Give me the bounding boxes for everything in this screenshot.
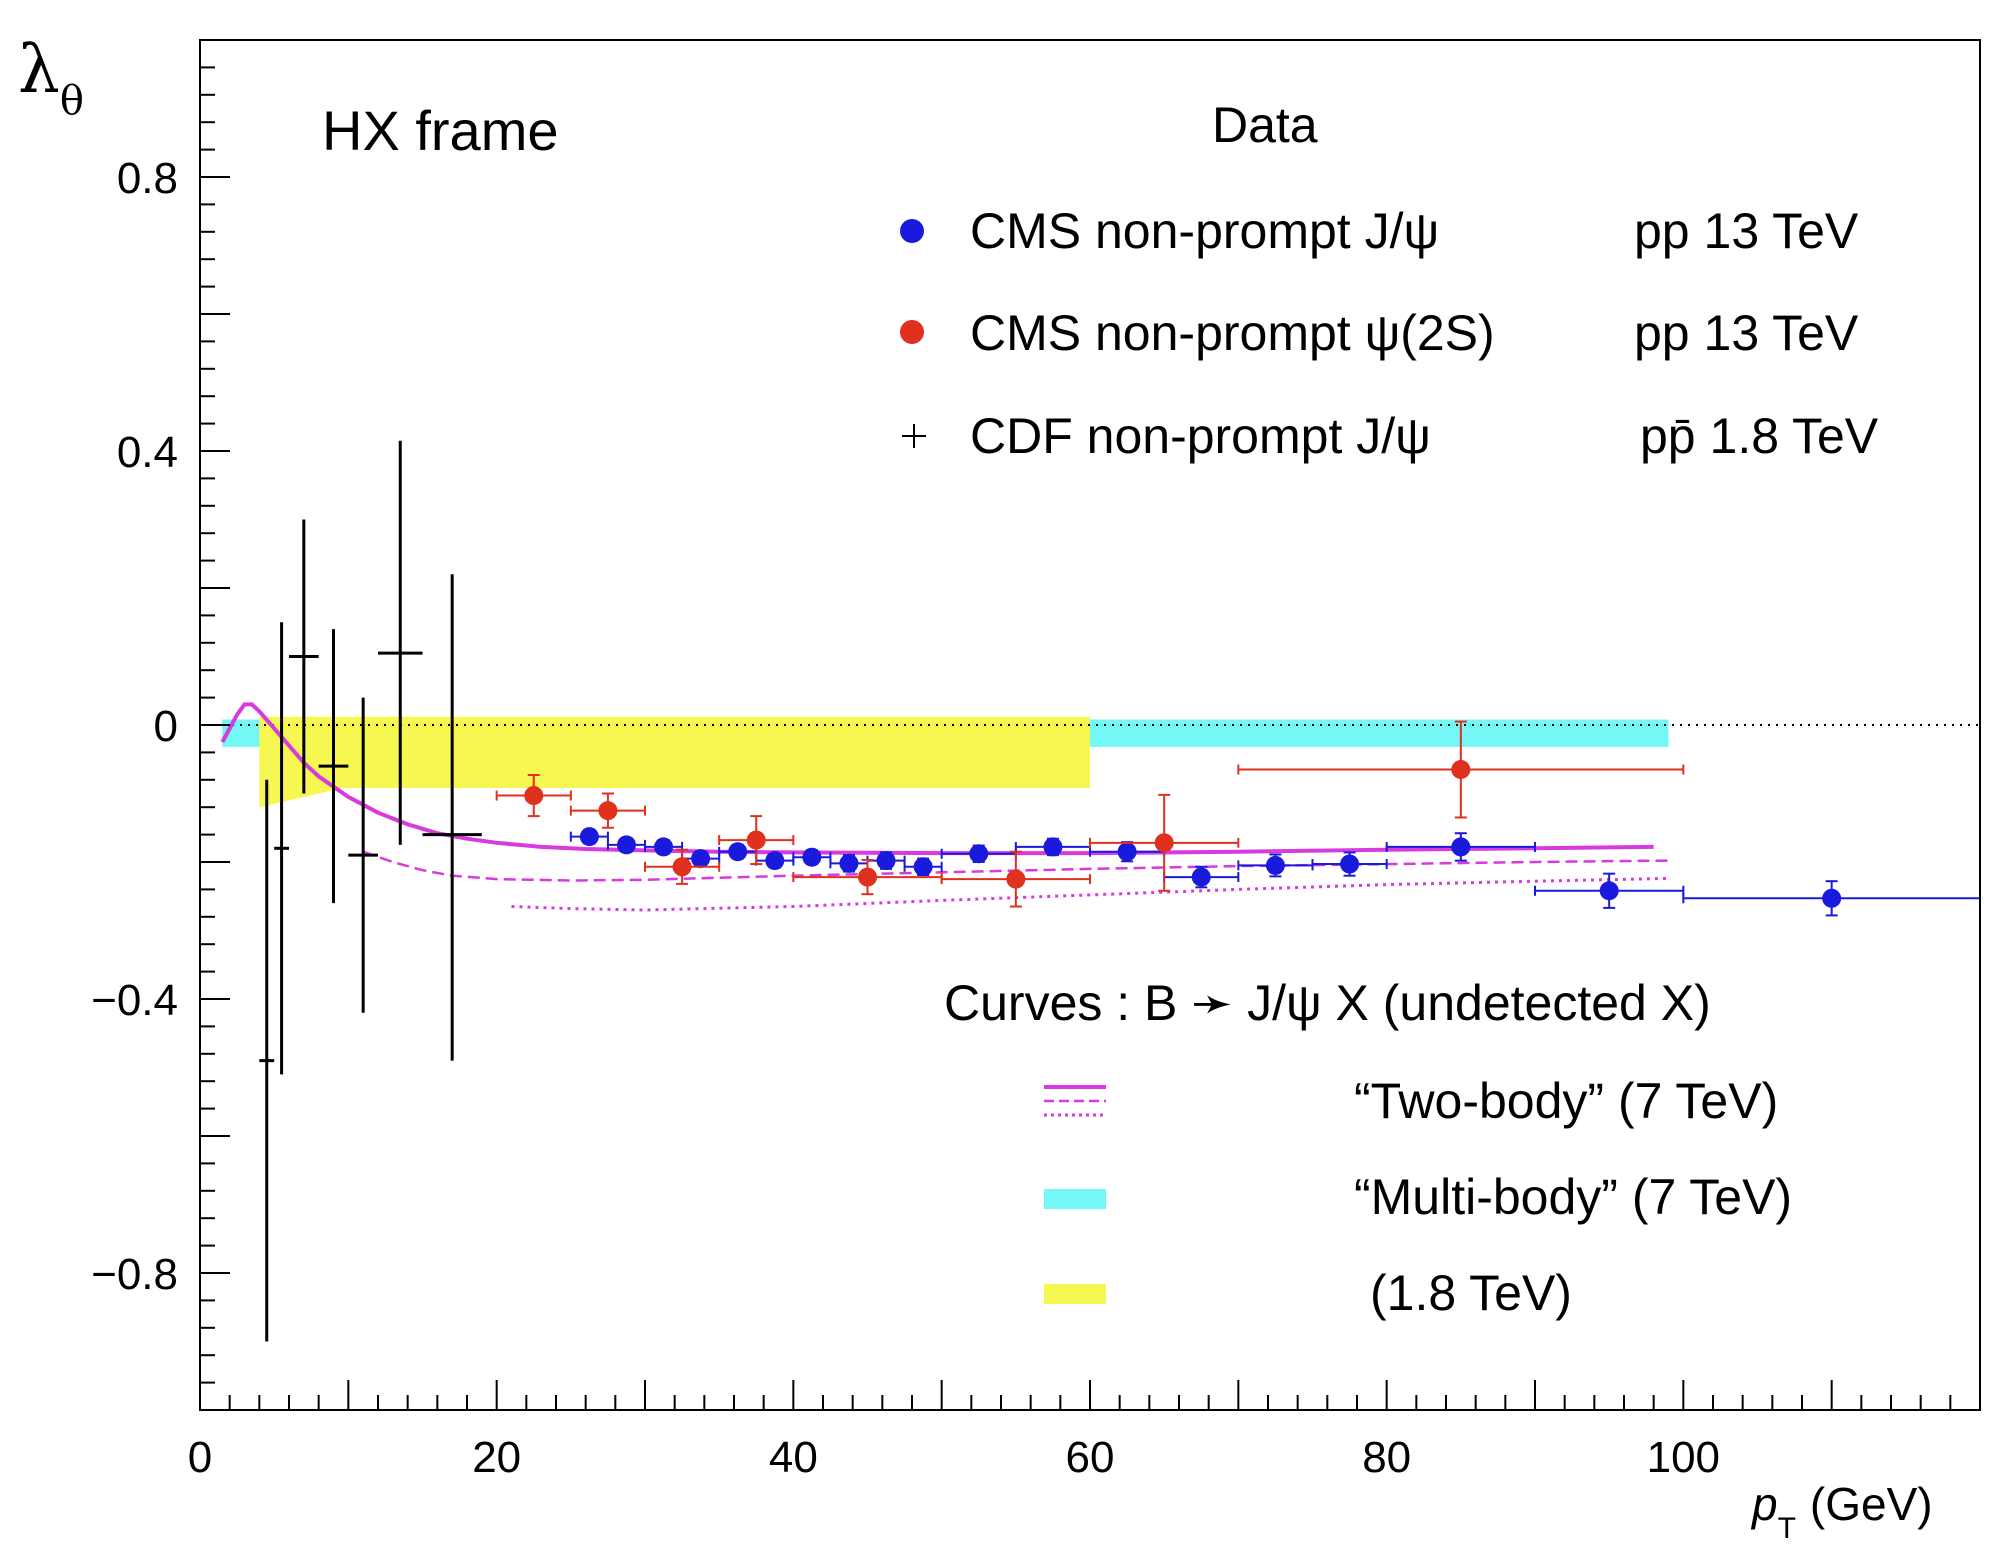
point-s0-p3 bbox=[691, 849, 711, 869]
point-s0-p10 bbox=[969, 844, 989, 864]
y-tick-label-3: −0.4 bbox=[91, 976, 178, 1025]
band-1 bbox=[259, 716, 1090, 808]
point-s0-p16 bbox=[1451, 837, 1471, 857]
point-s0-p12 bbox=[1117, 842, 1137, 862]
x-axis-label-main: p bbox=[1750, 1478, 1778, 1530]
curves-legend: Curves : B ➛ J/ψ X (undetected X) “Two-b… bbox=[944, 975, 1792, 1321]
legend-marker-cms-jpsi bbox=[900, 219, 924, 243]
data-legend-title: Data bbox=[1212, 97, 1318, 153]
x-tick-label-3: 60 bbox=[1066, 1433, 1115, 1482]
frame-label: HX frame bbox=[322, 99, 559, 162]
point-s0-p2 bbox=[654, 837, 674, 857]
legend-label-multi-body: “Multi-body” (7 TeV) bbox=[1354, 1169, 1792, 1225]
point-s0-p13 bbox=[1191, 867, 1211, 887]
x-tick-label-2: 40 bbox=[769, 1433, 818, 1482]
legend-energy-cms-psi2s: pp 13 TeV bbox=[1634, 305, 1859, 361]
point-s0-p7 bbox=[839, 853, 859, 873]
legend-energy-cms-jpsi: pp 13 TeV bbox=[1634, 203, 1859, 259]
x-axis-label-sub: T bbox=[1778, 1512, 1796, 1545]
x-tick-label-4: 80 bbox=[1362, 1433, 1411, 1482]
point-s0-p1 bbox=[616, 835, 636, 855]
data-legend: Data CMS non-prompt J/ψ pp 13 TeV CMS no… bbox=[900, 97, 1879, 464]
data-points bbox=[259, 440, 1981, 1342]
x-axis-label-unit: (GeV) bbox=[1810, 1478, 1933, 1530]
point-s1-p7 bbox=[1451, 760, 1471, 780]
point-s0-p9 bbox=[913, 857, 933, 877]
legend-label-two-body: “Two-body” (7 TeV) bbox=[1354, 1073, 1778, 1129]
point-s0-p11 bbox=[1043, 837, 1063, 857]
y-axis-label: λθ bbox=[18, 31, 84, 124]
point-s1-p0 bbox=[524, 786, 544, 806]
x-tick-label-0: 0 bbox=[188, 1433, 212, 1482]
point-s0-p0 bbox=[579, 827, 599, 847]
y-tick-label-1: 0.4 bbox=[117, 428, 178, 477]
axes: 0 20 40 60 80 100 0.8 0.4 0 −0.4 −0.8 bbox=[91, 39, 1981, 1482]
legend-marker-cms-psi2s bbox=[900, 320, 924, 344]
plot-frame bbox=[199, 39, 1981, 1411]
model-bands bbox=[222, 716, 1669, 808]
y-axis-label-sub: θ bbox=[60, 78, 84, 124]
y-tick-label-0: 0.8 bbox=[117, 154, 178, 203]
point-s0-p5 bbox=[765, 851, 785, 871]
legend-label-cdf-jpsi: CDF non-prompt J/ψ bbox=[970, 408, 1431, 464]
legend-label-cms-jpsi: CMS non-prompt J/ψ bbox=[970, 203, 1439, 259]
point-s0-p6 bbox=[802, 847, 822, 867]
point-s0-p15 bbox=[1340, 854, 1360, 874]
point-s0-p18 bbox=[1822, 888, 1842, 908]
point-s0-p8 bbox=[876, 851, 896, 871]
legend-label-cms-psi2s: CMS non-prompt ψ(2S) bbox=[970, 305, 1495, 361]
point-s1-p1 bbox=[598, 801, 618, 821]
curves-legend-title: Curves : B ➛ J/ψ X (undetected X) bbox=[944, 975, 1711, 1031]
point-s1-p5 bbox=[1006, 869, 1026, 889]
y-tick-label-4: −0.8 bbox=[91, 1250, 178, 1299]
y-axis-label-main: λ bbox=[18, 31, 60, 108]
point-s1-p3 bbox=[746, 830, 766, 850]
point-s0-p4 bbox=[728, 842, 748, 862]
legend-label-1p8tev: (1.8 TeV) bbox=[1370, 1265, 1572, 1321]
point-s1-p2 bbox=[672, 857, 692, 877]
point-s0-p17 bbox=[1599, 881, 1619, 901]
point-s1-p4 bbox=[858, 867, 877, 887]
point-s1-p6 bbox=[1154, 833, 1174, 853]
x-tick-label-1: 20 bbox=[472, 1433, 521, 1482]
y-tick-label-2: 0 bbox=[154, 702, 178, 751]
x-axis-label: pT (GeV) bbox=[1750, 1478, 1933, 1545]
legend-swatch-1p8tev bbox=[1044, 1284, 1106, 1304]
point-s0-p14 bbox=[1265, 855, 1285, 875]
legend-energy-cdf-jpsi: pp̄ 1.8 TeV bbox=[1640, 408, 1879, 464]
x-tick-label-5: 100 bbox=[1647, 1433, 1720, 1482]
legend-swatch-multi-body bbox=[1044, 1189, 1106, 1209]
